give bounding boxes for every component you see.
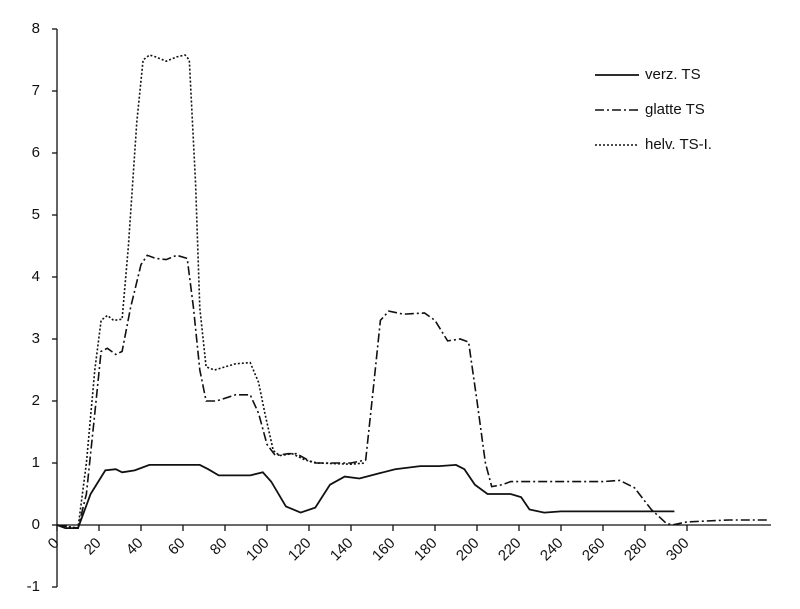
y-tick-label: 4 — [32, 268, 40, 285]
legend-label: glatte TS — [645, 101, 705, 118]
x-tick-label: 300 — [663, 535, 693, 565]
x-tick-label: 200 — [453, 535, 483, 565]
series-line — [56, 54, 366, 530]
y-tick-label: -1 — [27, 578, 40, 595]
series-line — [56, 254, 769, 529]
y-tick-label: 8 — [32, 20, 40, 37]
x-tick-label: 0 — [45, 535, 63, 553]
x-tick-label: 160 — [369, 535, 399, 565]
x-tick-label: 240 — [537, 535, 567, 565]
y-tick-label: 1 — [32, 454, 40, 471]
x-tick-label: 260 — [579, 535, 609, 565]
y-tick-label: 6 — [32, 144, 40, 161]
x-tick-label: 220 — [495, 535, 525, 565]
legend-label: verz. TS — [645, 66, 701, 83]
x-tick-label: 180 — [411, 535, 441, 565]
x-tick-label: 40 — [123, 535, 147, 559]
x-tick-label: 140 — [327, 535, 357, 565]
x-tick-label: 80 — [207, 535, 231, 559]
y-tick-label: 3 — [32, 330, 40, 347]
x-tick-label: 280 — [621, 535, 651, 565]
y-tick-label: 5 — [32, 206, 40, 223]
x-tick-label: 20 — [81, 535, 105, 559]
y-tick-label: 2 — [32, 392, 40, 409]
series-line — [56, 463, 675, 529]
legend-label: helv. TS-I. — [645, 136, 712, 153]
x-tick-label: 100 — [243, 535, 273, 565]
x-tick-label: 120 — [285, 535, 315, 565]
x-tick-label: 60 — [165, 535, 189, 559]
y-tick-label: 7 — [32, 82, 40, 99]
y-tick-label: 0 — [32, 516, 40, 533]
